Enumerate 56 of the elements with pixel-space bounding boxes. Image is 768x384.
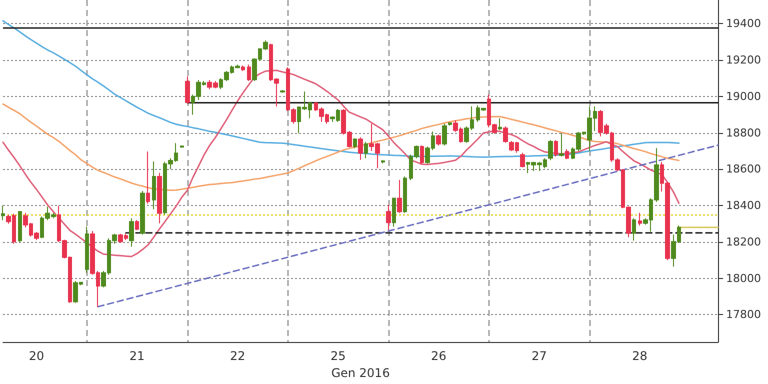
y-tick-label: 18000 xyxy=(726,272,761,285)
y-tick-label: 19400 xyxy=(726,17,761,30)
line-series xyxy=(2,20,680,158)
candlestick xyxy=(135,220,139,231)
x-tick-label: 21 xyxy=(129,349,145,363)
candlestick xyxy=(18,210,22,242)
y-tick-label: 18800 xyxy=(726,126,761,140)
candlestick xyxy=(632,218,636,242)
x-axis-title: Gen 2016 xyxy=(331,366,390,380)
candlestick xyxy=(364,141,368,159)
candlestick xyxy=(392,198,396,228)
candlestick xyxy=(520,152,525,168)
x-tick-label: 27 xyxy=(532,349,547,363)
candlestick xyxy=(442,123,447,146)
line-series xyxy=(2,103,680,192)
candlestick xyxy=(565,148,569,160)
candlestick xyxy=(85,226,89,274)
x-tick-label: 26 xyxy=(431,349,446,363)
y-tick-label: 19200 xyxy=(726,54,761,67)
y-tick-label: 18600 xyxy=(726,162,761,176)
x-tick-label: 22 xyxy=(230,349,246,363)
candlestick xyxy=(403,176,407,214)
candlestick xyxy=(559,132,564,157)
candlestick xyxy=(386,204,391,230)
candlestick xyxy=(146,151,150,204)
y-tick-label: 18200 xyxy=(726,235,761,248)
candlestick xyxy=(152,161,156,210)
candlestick xyxy=(140,190,145,236)
candlestick xyxy=(448,122,452,126)
candlestick xyxy=(420,145,424,164)
y-tick-label: 19000 xyxy=(726,90,761,103)
candlestick xyxy=(397,179,402,214)
line-series xyxy=(2,70,680,258)
candlestick xyxy=(498,118,502,131)
candlestick xyxy=(157,172,162,224)
candlestick xyxy=(554,140,558,157)
candlestick xyxy=(436,134,441,146)
candlestick xyxy=(381,160,385,164)
candlestick xyxy=(241,64,245,72)
candlestick xyxy=(180,145,184,148)
candlestick xyxy=(548,140,553,161)
y-tick-label: 17800 xyxy=(726,308,761,322)
candlestick xyxy=(638,212,642,226)
candlestick xyxy=(1,205,5,221)
candlestick xyxy=(247,64,251,82)
candlestick xyxy=(185,76,190,104)
candlestick xyxy=(280,90,285,94)
candlestick xyxy=(353,138,357,149)
candlestick xyxy=(358,136,363,160)
line-series xyxy=(97,144,719,308)
y-tick-label: 18400 xyxy=(726,199,761,212)
candlestick xyxy=(503,126,508,144)
x-tick-label: 20 xyxy=(28,349,44,363)
x-tick-label: 28 xyxy=(632,349,648,363)
x-tick-label: 25 xyxy=(330,349,346,363)
candlestick xyxy=(129,218,134,248)
